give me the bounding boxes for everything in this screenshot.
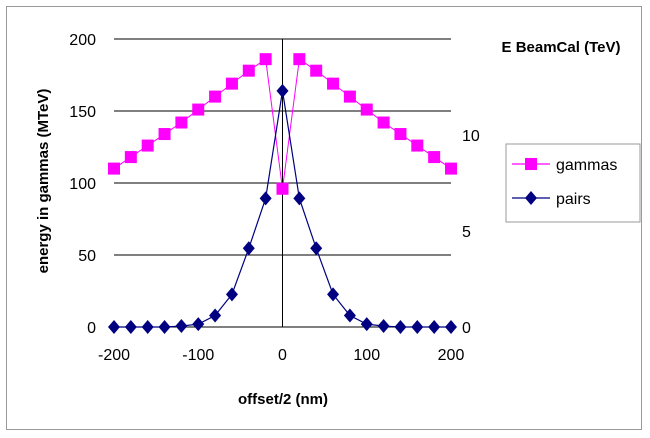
pairs-marker [360, 317, 373, 332]
pairs-marker [428, 320, 441, 334]
gammas-marker [242, 64, 255, 77]
x-axis-label: offset/2 (nm) [238, 391, 328, 408]
y2-axis-label: E BeamCal (TeV) [502, 39, 621, 56]
y-tick-label: 200 [69, 32, 96, 49]
gammas-marker [276, 182, 289, 195]
y-tick-label: 50 [78, 248, 96, 265]
gammas-marker [225, 77, 238, 90]
y-tick-label: 100 [69, 176, 96, 193]
gammas-marker [394, 128, 407, 141]
x-tick-label: 200 [438, 347, 465, 364]
y2-tick-label: 0 [462, 320, 471, 337]
pairs-marker [394, 320, 407, 334]
series-gammas [108, 53, 457, 195]
gammas-marker [259, 53, 272, 66]
gammas-marker [343, 90, 356, 103]
legend-marker-gammas [525, 158, 537, 170]
pairs-marker [225, 287, 238, 302]
gammas-marker [124, 151, 137, 164]
series-pairs [108, 83, 457, 334]
gammas-marker [428, 151, 441, 164]
gammas-marker [310, 64, 323, 77]
pairs-marker [141, 320, 154, 334]
y-tick-label: 150 [69, 104, 96, 121]
pairs-marker [293, 191, 306, 206]
pairs-marker [343, 308, 356, 323]
pairs-marker [411, 320, 424, 334]
series-layer [108, 53, 457, 334]
pairs-marker [192, 317, 205, 332]
pairs-marker [327, 287, 340, 302]
x-tick-label: -100 [182, 347, 214, 364]
gammas-marker [141, 139, 154, 152]
gammas-marker [360, 103, 373, 116]
legend: gammas pairs [505, 143, 641, 223]
pairs-marker [310, 241, 323, 256]
pairs-marker [242, 241, 255, 256]
legend-label-gammas: gammas [556, 157, 617, 174]
x-tick-label: 100 [353, 347, 380, 364]
gammas-marker [108, 162, 120, 175]
pairs-marker [445, 320, 457, 334]
gammas-marker [445, 162, 457, 175]
pairs-marker [158, 320, 171, 334]
gammas-marker [411, 139, 424, 152]
y-tick-label: 0 [87, 320, 96, 337]
chart-frame [6, 6, 642, 430]
legend-box [505, 143, 641, 223]
x-tick-label: 0 [278, 347, 287, 364]
pairs-marker [124, 320, 137, 334]
pairs-marker [209, 308, 222, 323]
gammas-marker [293, 53, 306, 66]
pairs-marker [259, 191, 272, 206]
pairs-marker [276, 83, 289, 98]
pairs-marker [108, 320, 120, 334]
y2-tick-label: 5 [462, 224, 471, 241]
gammas-marker [175, 116, 188, 129]
tick-labels: 0 50 100 150 200 0 5 10 -200 -100 0 100 200 [69, 32, 480, 364]
pairs-marker [377, 319, 390, 334]
gammas-marker [209, 90, 222, 103]
gammas-marker [377, 116, 390, 129]
legend-marker-pairs [525, 191, 537, 205]
legend-label-pairs: pairs [556, 191, 591, 208]
gammas-marker [158, 128, 171, 141]
pairs-marker [175, 319, 188, 334]
x-tick-label: -200 [98, 347, 130, 364]
y-axis-label: energy in gammas (MTeV) [35, 89, 52, 274]
y2-tick-label: 10 [462, 128, 480, 145]
gammas-marker [192, 103, 205, 116]
gammas-marker [327, 77, 340, 90]
